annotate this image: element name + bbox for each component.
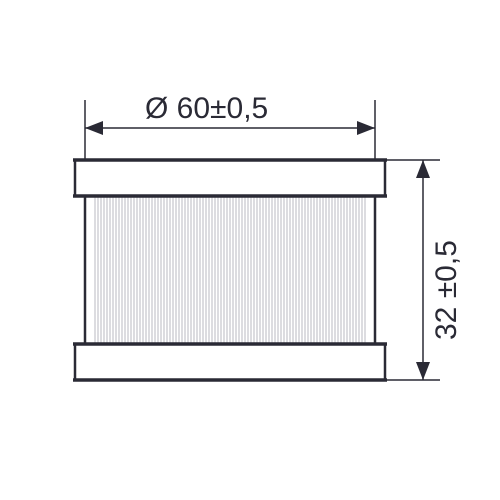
top-cap bbox=[73, 160, 387, 202]
diameter-label: Ø 60±0,5 bbox=[145, 92, 268, 125]
bottom-cap bbox=[73, 338, 387, 380]
technical-drawing: Ø 60±0,5 32 ±0,5 bbox=[0, 0, 500, 500]
dimension-diameter: Ø 60±0,5 bbox=[85, 92, 375, 160]
pleat-band bbox=[95, 196, 365, 344]
dimension-height: 32 ±0,5 bbox=[385, 160, 463, 380]
height-label: 32 ±0,5 bbox=[430, 240, 463, 340]
